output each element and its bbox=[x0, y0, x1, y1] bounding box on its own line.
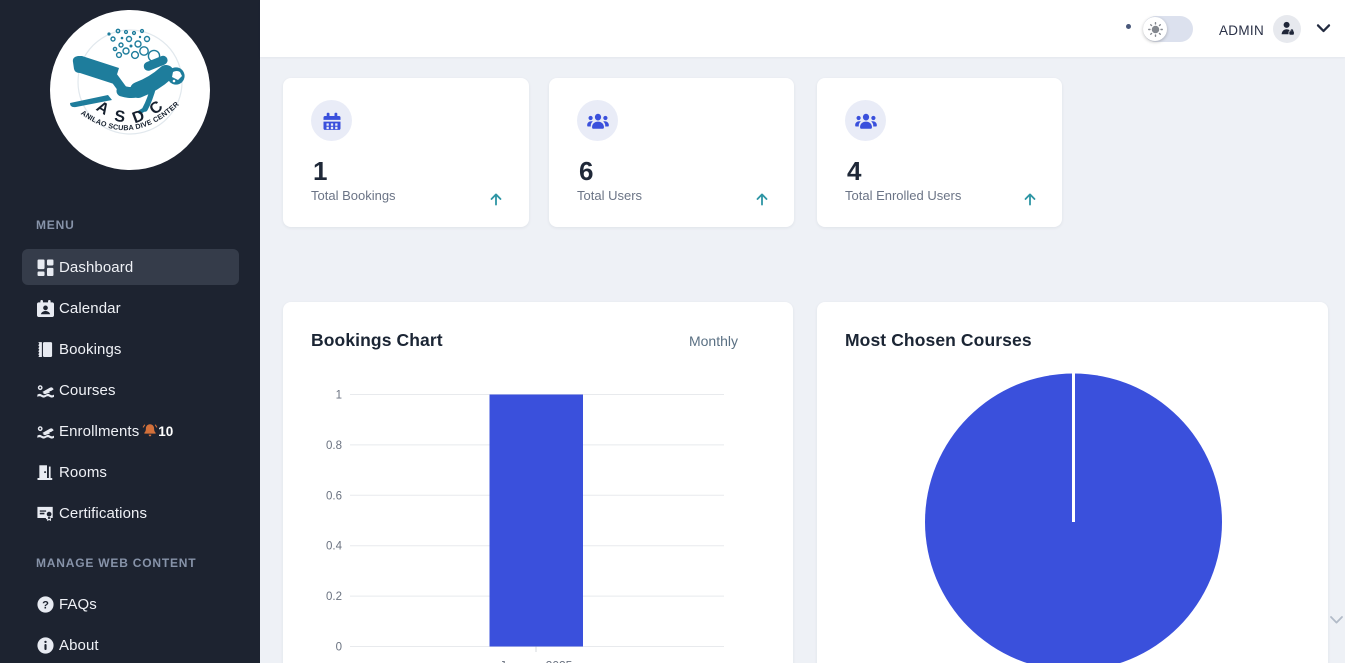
svg-text:0.6: 0.6 bbox=[326, 490, 342, 502]
svg-text:0.2: 0.2 bbox=[326, 591, 342, 603]
svg-text:0.4: 0.4 bbox=[326, 541, 343, 553]
svg-text:0.8: 0.8 bbox=[326, 440, 342, 452]
svg-text:?: ? bbox=[42, 599, 49, 611]
svg-text:January 2025: January 2025 bbox=[500, 659, 573, 663]
svg-text:0: 0 bbox=[336, 642, 342, 654]
svg-text:1: 1 bbox=[336, 390, 342, 402]
